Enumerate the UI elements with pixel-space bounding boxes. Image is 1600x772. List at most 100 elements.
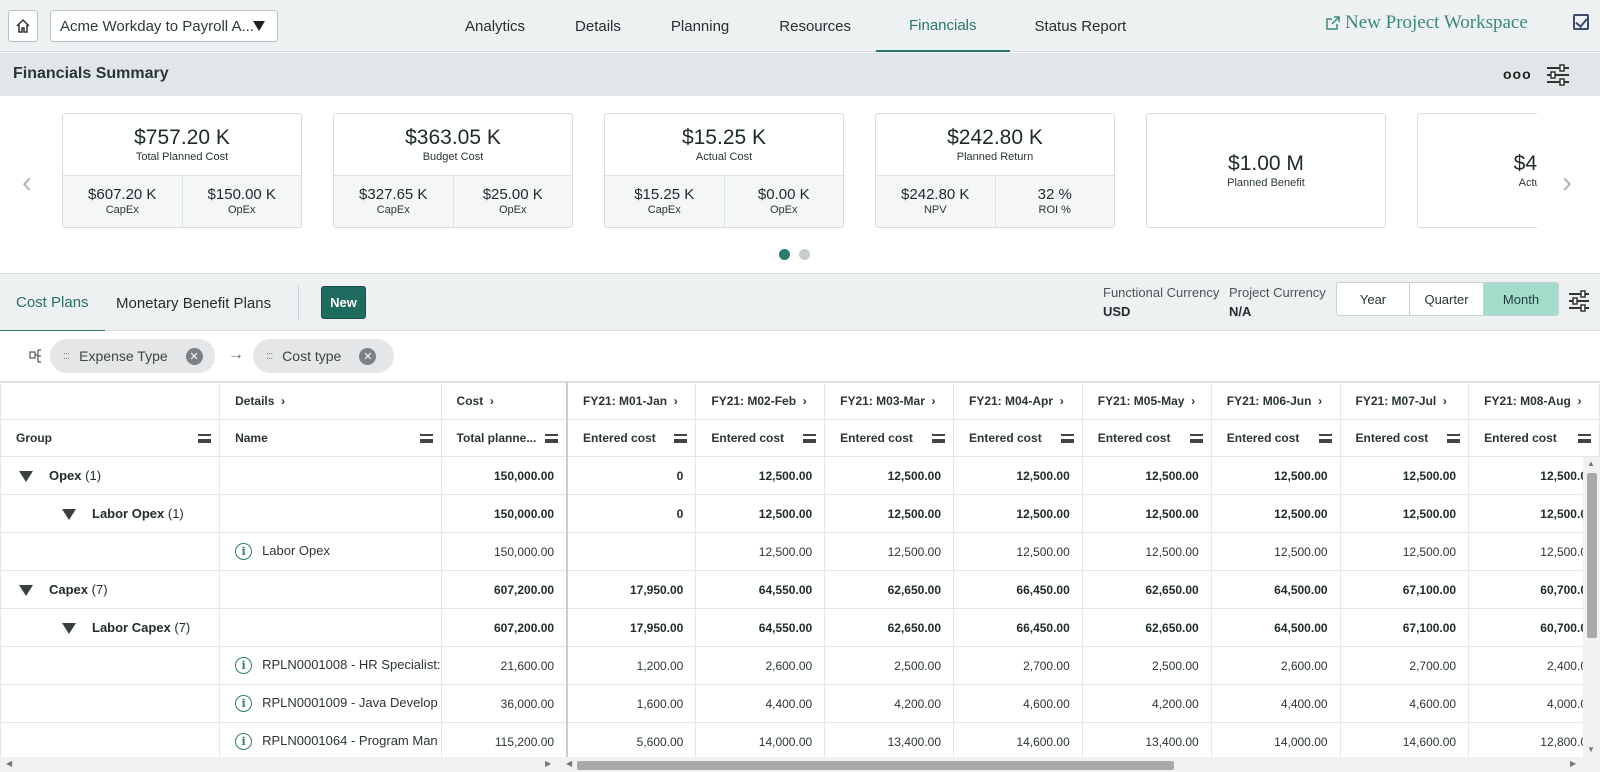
scroll-down-icon[interactable]: ▼ [1587, 745, 1595, 754]
column-header-entered-cost[interactable]: Entered cost [1081, 419, 1212, 457]
tab-analytics[interactable]: Analytics [465, 17, 526, 35]
header-month[interactable]: FY21: M08-Aug › [1468, 382, 1600, 420]
entered-cost-cell[interactable]: 67,100.00 [1339, 608, 1470, 647]
table-row[interactable]: i RPLN0001009 - Java Develop 36,000.00 1,60… [0, 684, 1600, 723]
entered-cost-cell[interactable]: 12,500.00 [824, 456, 954, 495]
entered-cost-cell[interactable]: 4,400.00 [695, 684, 826, 723]
close-icon[interactable]: ✕ [359, 347, 377, 365]
total-planned-cell[interactable]: 115,200.00 [440, 722, 569, 757]
entered-cost-cell[interactable]: 14,000.00 [695, 722, 826, 757]
tab-planning[interactable]: Planning [670, 17, 730, 35]
period-year-button[interactable]: Year [1337, 283, 1410, 315]
column-header-entered-cost[interactable]: Entered cost [824, 419, 954, 457]
entered-cost-cell[interactable]: 12,500.00 [953, 532, 1083, 571]
entered-cost-cell[interactable]: 12,500.0 [1468, 494, 1600, 533]
entered-cost-cell[interactable]: 12,500.0 [1468, 456, 1600, 495]
entered-cost-cell[interactable]: 12,500.00 [953, 456, 1083, 495]
entered-cost-cell[interactable]: 12,500.00 [1081, 456, 1212, 495]
scroll-right-icon[interactable]: ▶ [545, 759, 552, 768]
header-month[interactable]: FY21: M07-Jul › [1339, 382, 1470, 420]
header-month[interactable]: FY21: M03-Mar › [824, 382, 954, 420]
column-header-entered-cost[interactable]: Entered cost [695, 419, 826, 457]
column-menu-icon[interactable] [674, 434, 688, 443]
expand-collapse-icon[interactable] [62, 623, 76, 635]
entered-cost-cell[interactable]: 1,600.00 [566, 684, 697, 723]
entered-cost-cell[interactable]: 2,700.00 [953, 646, 1083, 685]
entered-cost-cell[interactable]: 60,700.0 [1468, 570, 1600, 609]
entered-cost-cell[interactable]: 2,500.00 [1081, 646, 1212, 685]
total-planned-cell[interactable]: 150,000.00 [440, 494, 569, 533]
entered-cost-cell[interactable]: 60,700.0 [1468, 608, 1600, 647]
header-group-cost[interactable]: Cost › [440, 382, 569, 420]
entered-cost-cell[interactable]: 13,400.00 [1081, 722, 1212, 757]
entered-cost-cell[interactable]: 64,500.00 [1210, 608, 1341, 647]
column-header-entered-cost[interactable]: Entered cost [1210, 419, 1341, 457]
entered-cost-cell[interactable]: 12,500.00 [1081, 532, 1212, 571]
table-row[interactable]: Labor Capex (7) 607,200.00 17,950.00 64,550… [0, 608, 1600, 647]
card-planned-benefit[interactable]: $1.00 M Planned Benefit [1146, 113, 1386, 228]
entered-cost-cell[interactable]: 5,600.00 [566, 722, 697, 757]
entered-cost-cell[interactable]: 12,500.00 [824, 494, 954, 533]
card-actual-benefit[interactable]: $420 Actual I [1417, 113, 1537, 228]
entered-cost-cell[interactable]: 17,950.00 [566, 608, 697, 647]
entered-cost-cell[interactable]: 62,650.00 [1081, 570, 1212, 609]
entered-cost-cell[interactable]: 4,200.00 [1081, 684, 1212, 723]
entered-cost-cell[interactable]: 4,000.0 [1468, 684, 1600, 723]
column-menu-icon[interactable] [1060, 434, 1074, 443]
row-name[interactable]: RPLN0001064 - Program Man [262, 732, 438, 748]
header-month[interactable]: FY21: M05-May › [1081, 382, 1212, 420]
column-header-name[interactable]: Name [219, 419, 442, 457]
entered-cost-cell[interactable]: 66,450.00 [953, 608, 1083, 647]
entered-cost-cell[interactable]: 12,500.00 [1339, 456, 1470, 495]
column-header-entered-cost[interactable]: Entered cost [1468, 419, 1600, 457]
entered-cost-cell[interactable]: 4,600.00 [1339, 684, 1470, 723]
column-menu-icon[interactable] [545, 434, 559, 443]
entered-cost-cell[interactable]: 64,550.00 [695, 608, 826, 647]
column-menu-icon[interactable] [419, 434, 433, 443]
column-menu-icon[interactable] [1578, 434, 1591, 443]
total-planned-cell[interactable]: 607,200.00 [440, 608, 569, 647]
close-icon[interactable]: ✕ [185, 347, 203, 365]
entered-cost-cell[interactable] [566, 532, 697, 571]
column-menu-icon[interactable] [198, 434, 212, 443]
vertical-scrollbar[interactable]: ▲ ▼ [1583, 457, 1600, 757]
total-planned-cell[interactable]: 21,600.00 [440, 646, 569, 685]
entered-cost-cell[interactable]: 13,400.00 [824, 722, 954, 757]
entered-cost-cell[interactable]: 14,000.00 [1210, 722, 1341, 757]
tab-financials[interactable]: Financials [875, 0, 1010, 52]
row-name[interactable]: RPLN0001009 - Java Develop [262, 694, 438, 710]
drag-handle-icon[interactable]: ::: [63, 350, 70, 362]
card-budget-cost[interactable]: $363.05 K Budget Cost $327.65 K CapEx $25… [333, 113, 573, 228]
entered-cost-cell[interactable]: 4,400.00 [1210, 684, 1341, 723]
entered-cost-cell[interactable]: 12,500.00 [953, 494, 1083, 533]
entered-cost-cell[interactable]: 12,500.00 [1339, 532, 1470, 571]
checkbox-icon[interactable] [1573, 14, 1589, 30]
entered-cost-cell[interactable]: 12,500.00 [1210, 456, 1341, 495]
entered-cost-cell[interactable]: 12,500.0 [1468, 532, 1600, 571]
pagination-dot-active[interactable] [779, 249, 790, 260]
info-icon[interactable]: i [235, 657, 253, 675]
entered-cost-cell[interactable]: 12,500.00 [1210, 532, 1341, 571]
table-row[interactable]: Labor Opex (1) 150,000.00 0 12,500.00 12,500… [0, 494, 1600, 533]
header-month[interactable]: FY21: M06-Jun › [1210, 382, 1341, 420]
info-icon[interactable]: i [235, 695, 253, 713]
entered-cost-cell[interactable]: 12,500.00 [1210, 494, 1341, 533]
table-row[interactable]: i RPLN0001064 - Program Man 115,200.00 5,60… [0, 722, 1600, 757]
grid-settings-sliders-icon[interactable] [1568, 290, 1590, 312]
header-month[interactable]: FY21: M01-Jan › [566, 382, 697, 420]
entered-cost-cell[interactable]: 62,650.00 [824, 570, 954, 609]
chevron-left-icon[interactable]: ‹ [22, 166, 32, 199]
chevron-right-icon[interactable]: › [1562, 166, 1572, 199]
header-group-details[interactable]: Details › [219, 382, 442, 420]
total-planned-cell[interactable]: 607,200.00 [440, 570, 569, 609]
tab-details[interactable]: Details [575, 17, 621, 35]
column-header-total-planned[interactable]: Total planne... [440, 419, 569, 457]
new-project-workspace-link[interactable]: New Project Workspace [1325, 12, 1528, 34]
entered-cost-cell[interactable]: 0 [566, 456, 697, 495]
group-chip-expense-type[interactable]: ::: Expense Type ✕ [50, 339, 215, 373]
entered-cost-cell[interactable]: 12,800.0 [1468, 722, 1600, 757]
tab-cost-plans[interactable]: Cost Plans [0, 274, 105, 332]
new-button[interactable]: New [321, 286, 366, 319]
column-header-group[interactable]: Group [0, 419, 221, 457]
header-month[interactable]: FY21: M02-Feb › [695, 382, 826, 420]
